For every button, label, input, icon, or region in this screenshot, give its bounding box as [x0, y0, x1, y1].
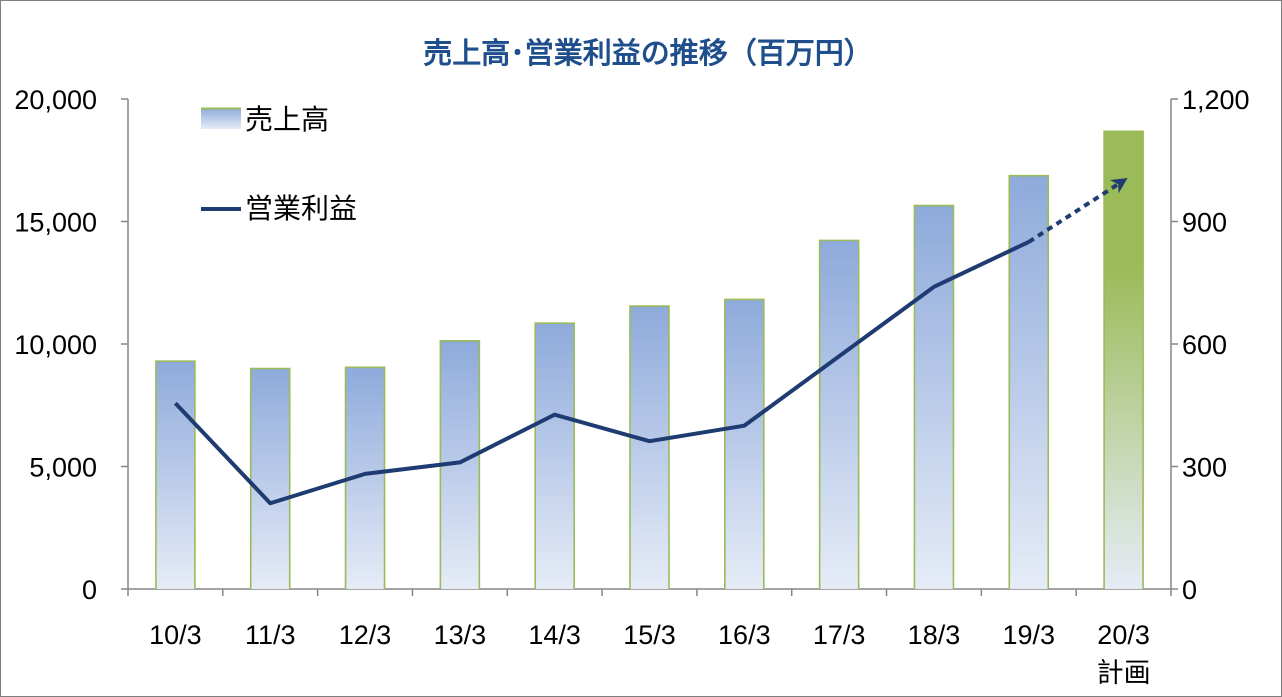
sales-bar	[914, 205, 954, 589]
tick-labels: 0 0 5,000 300 10,000 600 15,000 900 20,000 1,200 1…	[14, 85, 1249, 688]
sales-bar-outline	[724, 298, 765, 589]
bars	[155, 130, 1144, 590]
y-left-tick-label: 10,000	[14, 330, 97, 360]
y-right-tick-label: 300	[1182, 453, 1227, 483]
x-tick-label: 15/3	[623, 620, 676, 650]
legend: 売上高 営業利益	[201, 103, 357, 225]
x-tick-label: 13/3	[434, 620, 487, 650]
sales-bar-outline	[818, 239, 860, 589]
operating-profit-line	[173, 240, 1030, 506]
x-tick-label: 10/3	[149, 620, 202, 650]
sales-bar-outline	[155, 360, 196, 589]
legend-swatch-sales	[201, 108, 241, 129]
sales-bar-outline	[249, 367, 291, 589]
y-right-tick-label: 1,200	[1182, 85, 1250, 115]
sales-bar	[630, 306, 669, 589]
sales-bar-outline	[1008, 174, 1050, 589]
y-right-tick-label: 600	[1182, 330, 1227, 360]
sales-bar	[535, 323, 575, 589]
y-right-tick-label: 900	[1182, 208, 1227, 238]
line-series	[173, 178, 1128, 506]
sales-bar	[1104, 131, 1144, 589]
x-tick-label: 11/3	[245, 620, 296, 650]
sales-bar-outline	[534, 322, 575, 589]
x-tick-sublabel: 計画	[1097, 658, 1151, 688]
sales-bar-outline	[913, 204, 955, 589]
x-tick-label: 14/3	[528, 620, 581, 650]
sales-bar-outline	[1103, 130, 1144, 589]
sales-bar	[250, 368, 290, 589]
x-tick-label: 20/3	[1097, 620, 1150, 650]
operating-profit-forecast-line	[1027, 178, 1128, 244]
sales-bar	[1009, 175, 1049, 589]
legend-label-sales: 売上高	[245, 103, 329, 136]
y-left-tick-label: 15,000	[14, 208, 97, 238]
y-left-tick-label: 20,000	[14, 85, 97, 115]
x-tick-label: 12/3	[339, 620, 392, 650]
sales-bar	[724, 299, 764, 589]
x-tick-label: 16/3	[718, 620, 771, 650]
sales-bar	[819, 240, 859, 590]
y-left-tick-label: 5,000	[29, 453, 97, 483]
sales-bar-outline	[629, 305, 670, 589]
y-left-tick-label: 0	[82, 575, 97, 605]
legend-label-operating-profit: 営業利益	[245, 192, 357, 225]
chart-title: 売上高･営業利益の推移（百万円）	[423, 36, 873, 70]
x-tick-label: 19/3	[1002, 620, 1055, 650]
sales-bar	[155, 361, 195, 589]
y-right-tick-label: 0	[1182, 575, 1197, 605]
x-tick-label: 18/3	[908, 620, 961, 650]
x-tick-label: 17/3	[813, 620, 866, 650]
